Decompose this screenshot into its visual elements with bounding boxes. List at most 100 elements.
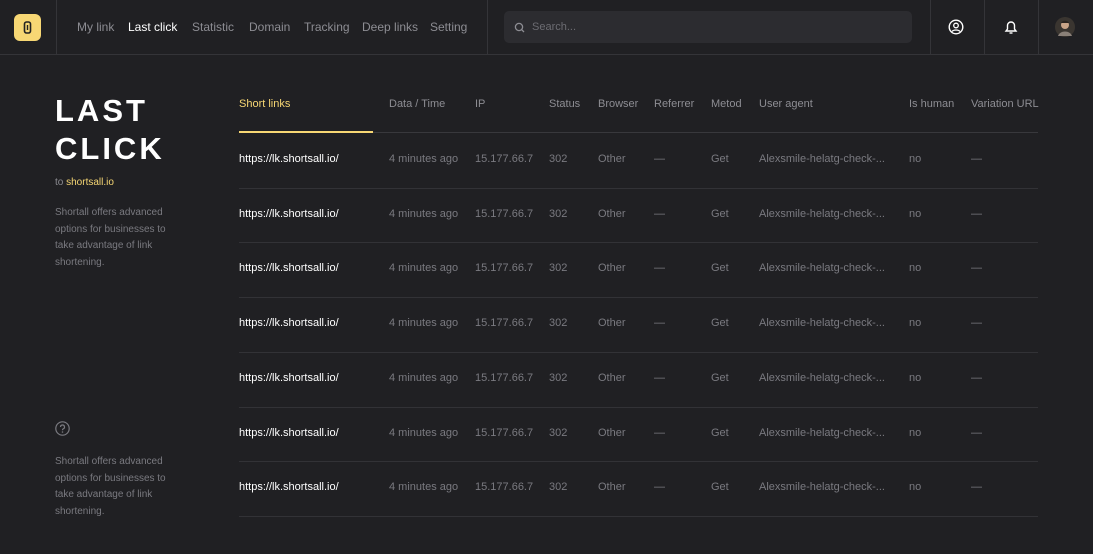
to-label: to: [55, 177, 64, 188]
table-cell: —: [971, 481, 982, 494]
table-cell: no: [909, 153, 922, 165]
table-cell: —: [654, 153, 665, 165]
row-divider: [239, 242, 1038, 244]
table-cell: Get: [711, 426, 729, 439]
column-header[interactable]: Short links: [239, 98, 291, 110]
top-bar: My link Last click Statistic Domain Tracking…: [0, 0, 1093, 55]
table-cell: Alexsmile-helatg-check-...: [759, 207, 885, 220]
notification-icon[interactable]: [1003, 19, 1019, 35]
table-cell: Alexsmile-helatg-check-...: [759, 426, 885, 439]
table-cell: Other: [598, 371, 626, 384]
logo[interactable]: [14, 14, 41, 41]
table-cell: —: [654, 426, 665, 439]
table-cell: 302: [549, 426, 568, 439]
table-cell[interactable]: https://lk.shortsall.io/: [239, 153, 339, 165]
description: Shortall offers advanced options for bus…: [55, 207, 166, 268]
column-header: Metod: [711, 98, 742, 110]
table-cell: 4 minutes ago: [389, 153, 459, 165]
table-cell: 15.177.66.7: [475, 317, 534, 330]
help-icon[interactable]: [55, 421, 70, 436]
table-cell: —: [971, 371, 982, 384]
table-cell: Get: [711, 317, 729, 330]
table-cell: 15.177.66.7: [475, 207, 534, 220]
table-cell: Alexsmile-helatg-check-...: [759, 153, 885, 165]
nav-item[interactable]: My link: [77, 20, 115, 34]
divider: [487, 0, 488, 54]
profile-icon[interactable]: [948, 19, 964, 35]
table-cell: —: [654, 371, 665, 384]
table-cell[interactable]: https://lk.shortsall.io/: [239, 317, 339, 330]
nav-item[interactable]: Deep links: [362, 20, 419, 34]
table-cell[interactable]: https://lk.shortsall.io/: [239, 262, 339, 275]
table-cell: 302: [549, 207, 568, 220]
table-cell: no: [909, 481, 922, 494]
table-cell[interactable]: https://lk.shortsall.io/: [239, 207, 339, 220]
table-cell: Other: [598, 153, 626, 165]
search-box[interactable]: Search...: [504, 11, 912, 43]
table-cell: Alexsmile-helatg-check-...: [759, 317, 885, 330]
column-header: Data / Time: [389, 98, 446, 110]
avatar[interactable]: [1055, 17, 1075, 37]
table-cell: —: [654, 207, 665, 220]
table-cell: —: [971, 426, 982, 439]
table-cell: 302: [549, 481, 568, 494]
divider: [984, 0, 985, 54]
table-cell[interactable]: https://lk.shortsall.io/: [239, 426, 339, 439]
column-header: User agent: [759, 98, 813, 110]
table-cell: Other: [598, 262, 626, 275]
table-cell: 4 minutes ago: [389, 371, 459, 384]
table-cell: 4 minutes ago: [389, 481, 459, 494]
page-title: LAST CLICK: [55, 93, 165, 166]
logo-icon: [23, 21, 32, 34]
column-header: Is human: [909, 98, 955, 110]
table-cell: 302: [549, 317, 568, 330]
table-cell: no: [909, 262, 922, 275]
help-text: Shortall offers advanced options for bus…: [55, 456, 166, 517]
column-header: Browser: [598, 98, 639, 110]
nav-item[interactable]: Tracking: [304, 20, 350, 34]
domain-link[interactable]: shortsall.io: [66, 177, 114, 188]
table-cell: Alexsmile-helatg-check-...: [759, 262, 885, 275]
table-cell: 302: [549, 371, 568, 384]
table-cell: 15.177.66.7: [475, 153, 534, 165]
table-cell: 4 minutes ago: [389, 262, 459, 275]
nav-item[interactable]: Domain: [249, 20, 291, 34]
table-cell: —: [654, 481, 665, 494]
table-cell: Get: [711, 371, 729, 384]
row-divider: [239, 406, 1038, 408]
table-cell: Other: [598, 426, 626, 439]
search-placeholder: Search...: [532, 21, 577, 33]
active-tab-underline: [239, 131, 373, 133]
divider: [930, 0, 931, 54]
table-cell: Get: [711, 153, 729, 165]
table-cell: —: [654, 317, 665, 330]
table-cell: 4 minutes ago: [389, 426, 459, 439]
nav-item[interactable]: Last click: [128, 20, 178, 34]
column-header: Status: [549, 98, 581, 110]
table-cell: Other: [598, 317, 626, 330]
nav-item[interactable]: Statistic: [192, 20, 235, 34]
header-divider: [239, 132, 1038, 133]
table-cell[interactable]: https://lk.shortsall.io/: [239, 371, 339, 384]
subtitle: to shortsall.io: [55, 177, 114, 188]
table-cell: 302: [549, 153, 568, 165]
table-cell: no: [909, 426, 922, 439]
table-cell: 4 minutes ago: [389, 207, 459, 220]
nav-item[interactable]: Setting: [430, 20, 468, 34]
column-header: IP: [475, 98, 486, 110]
column-header: Referrer: [654, 98, 695, 110]
row-divider: [239, 515, 1038, 517]
table-cell: Alexsmile-helatg-check-...: [759, 371, 885, 384]
table-cell: 15.177.66.7: [475, 262, 534, 275]
table-cell[interactable]: https://lk.shortsall.io/: [239, 481, 339, 494]
row-divider: [239, 351, 1038, 353]
row-divider: [239, 187, 1038, 189]
table-cell: Other: [598, 207, 626, 220]
column-header: Variation URL: [971, 98, 1039, 110]
divider: [1038, 0, 1039, 54]
table-cell: —: [654, 262, 665, 275]
search-icon: [514, 22, 525, 33]
table-cell: Other: [598, 481, 626, 494]
divider: [56, 0, 57, 54]
